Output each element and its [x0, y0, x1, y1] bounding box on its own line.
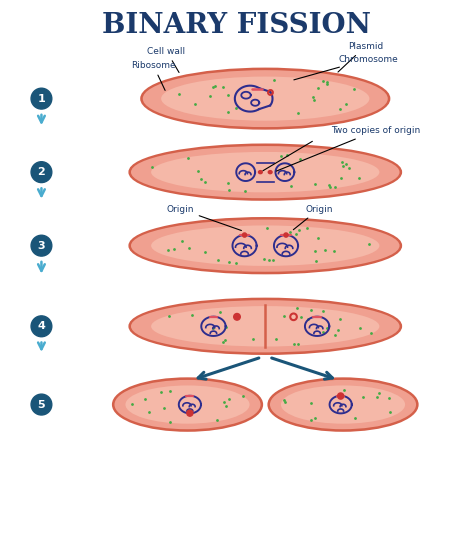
- Text: BINARY FISSION: BINARY FISSION: [102, 12, 372, 39]
- Ellipse shape: [268, 171, 272, 174]
- Circle shape: [187, 410, 193, 416]
- Circle shape: [337, 393, 344, 399]
- Text: 3: 3: [37, 241, 45, 251]
- Ellipse shape: [258, 171, 262, 174]
- Circle shape: [243, 233, 246, 237]
- Text: Two copies of origin: Two copies of origin: [276, 126, 420, 171]
- Ellipse shape: [151, 152, 379, 192]
- Ellipse shape: [269, 379, 417, 430]
- Text: Cell wall: Cell wall: [147, 46, 186, 72]
- Ellipse shape: [131, 220, 400, 272]
- Ellipse shape: [113, 379, 262, 430]
- Ellipse shape: [131, 300, 400, 352]
- Text: Origin: Origin: [166, 205, 241, 231]
- Circle shape: [31, 235, 52, 256]
- Circle shape: [31, 316, 52, 337]
- Circle shape: [234, 314, 240, 320]
- Circle shape: [31, 394, 52, 415]
- Ellipse shape: [151, 226, 379, 266]
- Text: Ribosome: Ribosome: [131, 61, 175, 91]
- Ellipse shape: [161, 76, 369, 121]
- Ellipse shape: [281, 385, 405, 424]
- Ellipse shape: [151, 306, 379, 347]
- Text: 1: 1: [37, 93, 46, 103]
- Ellipse shape: [143, 70, 388, 127]
- Text: Origin: Origin: [293, 205, 333, 229]
- Text: 4: 4: [37, 321, 46, 331]
- Ellipse shape: [142, 69, 389, 128]
- Text: Plasmid: Plasmid: [338, 42, 383, 72]
- Circle shape: [31, 88, 52, 109]
- Text: 5: 5: [37, 400, 45, 410]
- Ellipse shape: [130, 299, 401, 353]
- Text: Chromosome: Chromosome: [294, 55, 398, 80]
- Ellipse shape: [130, 218, 401, 273]
- Ellipse shape: [115, 380, 261, 429]
- Ellipse shape: [130, 145, 401, 200]
- Text: 2: 2: [37, 167, 46, 177]
- Ellipse shape: [131, 146, 400, 198]
- Ellipse shape: [126, 385, 250, 424]
- Circle shape: [31, 161, 52, 182]
- Circle shape: [284, 233, 288, 237]
- Ellipse shape: [270, 380, 416, 429]
